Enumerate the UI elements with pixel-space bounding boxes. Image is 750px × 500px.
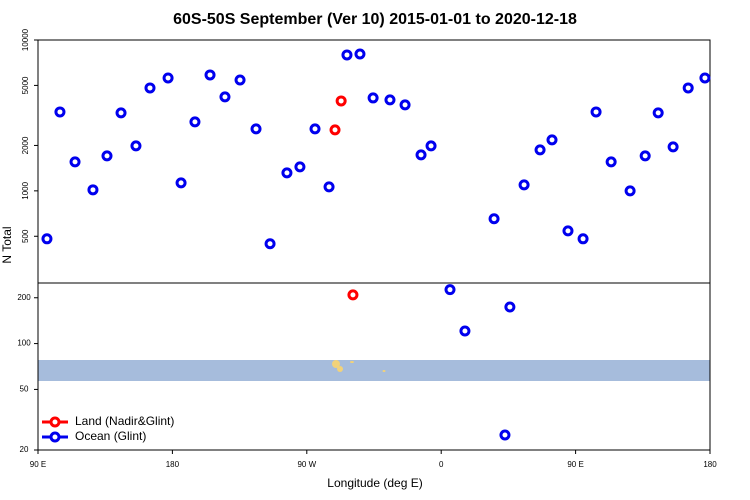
data-point xyxy=(347,289,359,301)
x-tick-label: 90 W xyxy=(297,460,316,469)
y-tick-label: 1000 xyxy=(21,181,30,199)
data-point xyxy=(162,72,174,84)
data-point xyxy=(130,140,142,152)
y-tick-label: 200 xyxy=(17,293,31,302)
data-point xyxy=(175,177,187,189)
data-point xyxy=(323,181,335,193)
data-point xyxy=(639,150,651,162)
data-point xyxy=(294,161,306,173)
x-axis-label: Longitude (deg E) xyxy=(327,476,422,490)
data-point xyxy=(69,156,81,168)
data-point xyxy=(488,213,500,225)
plot-frame xyxy=(37,39,711,451)
data-point xyxy=(384,94,396,106)
data-point xyxy=(264,238,276,250)
y-tick-label: 50 xyxy=(20,385,29,394)
data-point xyxy=(234,74,246,86)
data-point xyxy=(518,179,530,191)
map-strip xyxy=(38,360,710,381)
x-tick-label: 180 xyxy=(166,460,180,469)
data-point xyxy=(144,82,156,94)
data-point xyxy=(590,106,602,118)
data-point xyxy=(499,429,511,441)
x-tick-label: 90 E xyxy=(567,460,583,469)
y-tick-label: 5000 xyxy=(21,76,30,94)
data-point xyxy=(699,72,711,84)
data-point xyxy=(562,225,574,237)
data-point xyxy=(577,233,589,245)
data-point xyxy=(189,116,201,128)
data-point xyxy=(115,107,127,119)
data-point xyxy=(309,123,321,135)
x-tick-label: 90 E xyxy=(30,460,46,469)
legend-label: Land (Nadir&Glint) xyxy=(75,414,174,428)
y-tick-label: 20 xyxy=(20,445,29,454)
data-point xyxy=(682,82,694,94)
legend-marker xyxy=(49,431,61,443)
data-point xyxy=(101,150,113,162)
x-tick-label: 180 xyxy=(703,460,717,469)
data-point xyxy=(425,140,437,152)
y-tick-label: 2000 xyxy=(21,136,30,154)
data-point xyxy=(250,123,262,135)
data-point xyxy=(624,185,636,197)
data-point xyxy=(341,49,353,61)
data-point xyxy=(444,284,456,296)
data-point xyxy=(87,184,99,196)
data-point xyxy=(219,91,231,103)
y-tick-label: 10000 xyxy=(21,28,30,51)
data-point xyxy=(605,156,617,168)
data-point xyxy=(354,48,366,60)
data-point xyxy=(335,95,347,107)
data-point xyxy=(281,167,293,179)
land-specks xyxy=(332,360,386,372)
legend-marker xyxy=(49,416,61,428)
data-point xyxy=(504,301,516,313)
data-point xyxy=(399,99,411,111)
y-axis-label: N Total xyxy=(0,226,14,263)
data-point xyxy=(41,233,53,245)
data-point xyxy=(652,107,664,119)
legend-label: Ocean (Glint) xyxy=(75,429,146,443)
y-tick-label: 500 xyxy=(21,229,30,243)
y-tick-label: 100 xyxy=(17,339,31,348)
data-point xyxy=(459,325,471,337)
data-point xyxy=(667,141,679,153)
data-point xyxy=(415,149,427,161)
data-point xyxy=(204,69,216,81)
data-point xyxy=(54,106,66,118)
data-point xyxy=(329,124,341,136)
data-point xyxy=(534,144,546,156)
data-point xyxy=(367,92,379,104)
chart-title: 60S-50S September (Ver 10) 2015-01-01 to… xyxy=(173,11,577,28)
data-point xyxy=(546,134,558,146)
x-tick-label: 0 xyxy=(439,460,444,469)
